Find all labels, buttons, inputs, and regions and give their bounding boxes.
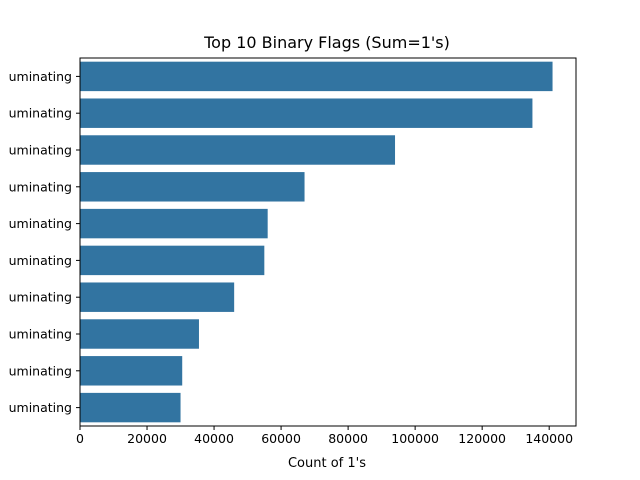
bar xyxy=(80,135,396,165)
x-tick-label: 40000 xyxy=(194,431,234,446)
bar xyxy=(80,61,553,92)
x-tick-label: 140000 xyxy=(525,431,573,446)
y-tick-label: uminating xyxy=(9,253,72,268)
bar xyxy=(80,282,235,312)
x-tick-label: 20000 xyxy=(127,431,167,446)
chart-title: Top 10 Binary Flags (Sum=1's) xyxy=(203,33,450,52)
x-axis-label: Count of 1's xyxy=(288,456,366,471)
y-tick-label: uminating xyxy=(9,179,72,194)
bar xyxy=(80,208,268,239)
y-tick-label: uminating xyxy=(9,106,72,121)
x-axis-ticks: 0 20000 40000 60000 80000 100000 120000 140000 xyxy=(76,426,573,446)
y-tick-label: uminating xyxy=(9,216,72,231)
bar xyxy=(80,245,265,276)
bar xyxy=(80,392,181,423)
x-tick-label: 120000 xyxy=(458,431,506,446)
y-axis-ticks: uminating uminating uminating uminating umin… xyxy=(9,69,80,415)
axes-frame xyxy=(79,57,577,427)
bars-group xyxy=(80,61,553,423)
x-tick-label: 100000 xyxy=(391,431,439,446)
bar xyxy=(80,98,533,128)
y-tick-label: uminating xyxy=(9,327,72,342)
y-tick-label: uminating xyxy=(9,290,72,305)
bar xyxy=(80,356,183,386)
y-tick-label: uminating xyxy=(9,363,72,378)
y-tick-label: uminating xyxy=(9,143,72,158)
x-tick-label: 80000 xyxy=(328,431,368,446)
x-tick-label: 0 xyxy=(76,431,84,446)
y-tick-label: uminating xyxy=(9,69,72,84)
x-tick-label: 60000 xyxy=(261,431,301,446)
bar xyxy=(80,172,305,202)
bar xyxy=(80,319,199,349)
y-tick-label: uminating xyxy=(9,400,72,415)
